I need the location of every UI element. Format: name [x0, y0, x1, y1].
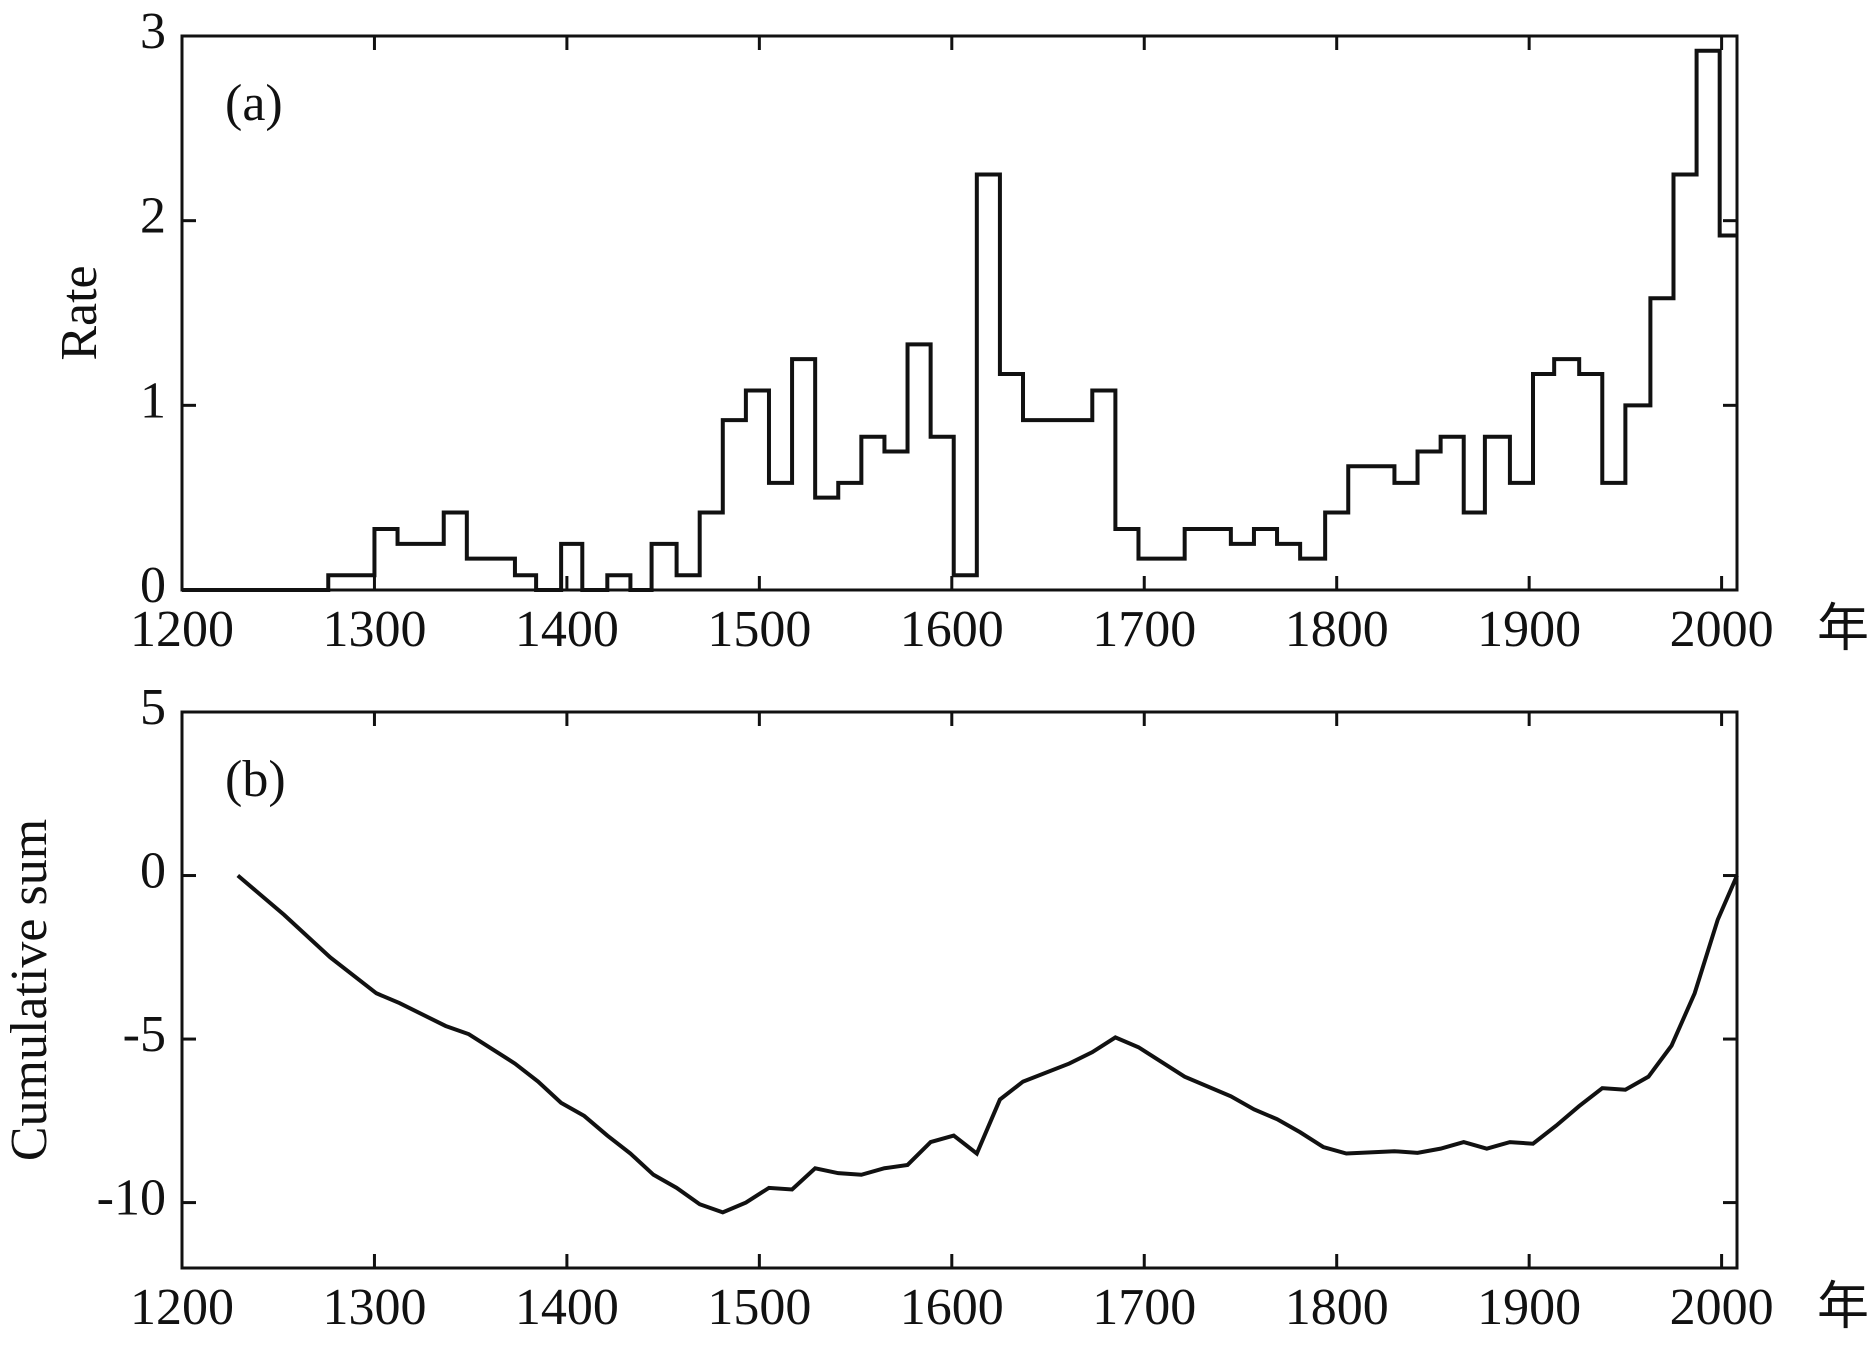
- x-tick-label: 2000: [1670, 1279, 1774, 1336]
- x-tick-label: 1200: [130, 601, 234, 658]
- x-tick-label: 1500: [707, 1279, 811, 1336]
- y-axis-label: Rate: [51, 265, 108, 360]
- x-axis-label: 年: [1817, 1279, 1869, 1336]
- x-tick-label: 1600: [900, 601, 1004, 658]
- x-tick-label: 1900: [1477, 601, 1581, 658]
- y-tick-label: 5: [140, 679, 166, 736]
- x-tick-label: 1200: [130, 1279, 234, 1336]
- data-line: [182, 48, 1737, 592]
- y-tick-label: 3: [140, 3, 166, 60]
- x-tick-label: 1500: [707, 601, 811, 658]
- x-tick-label: 1300: [322, 601, 426, 658]
- y-axis-label: Cumulative sum: [1, 819, 58, 1161]
- y-tick-label: 0: [140, 842, 166, 899]
- x-axis-label: 年: [1817, 601, 1869, 658]
- data-line: [236, 874, 1739, 1215]
- x-tick-label: 1600: [900, 1279, 1004, 1336]
- x-tick-label: 1800: [1285, 601, 1389, 658]
- y-tick-label: 1: [140, 372, 166, 429]
- panel-label: (a): [225, 75, 283, 132]
- x-tick-label: 1700: [1092, 601, 1196, 658]
- x-tick-label: 2000: [1670, 601, 1774, 658]
- y-tick-label: 0: [140, 557, 166, 614]
- y-tick-label: -5: [123, 1006, 166, 1063]
- plot-frame: [180, 34, 1739, 592]
- x-tick-label: 1400: [515, 601, 619, 658]
- plot-frame: [180, 710, 1739, 1270]
- x-tick-label: 1900: [1477, 1279, 1581, 1336]
- x-tick-label: 1800: [1285, 1279, 1389, 1336]
- x-tick-label: 1700: [1092, 1279, 1196, 1336]
- y-tick-label: -10: [97, 1170, 166, 1227]
- y-tick-label: 2: [140, 188, 166, 245]
- panel-label: (b): [225, 751, 286, 808]
- x-tick-label: 1400: [515, 1279, 619, 1336]
- x-tick-label: 1300: [322, 1279, 426, 1336]
